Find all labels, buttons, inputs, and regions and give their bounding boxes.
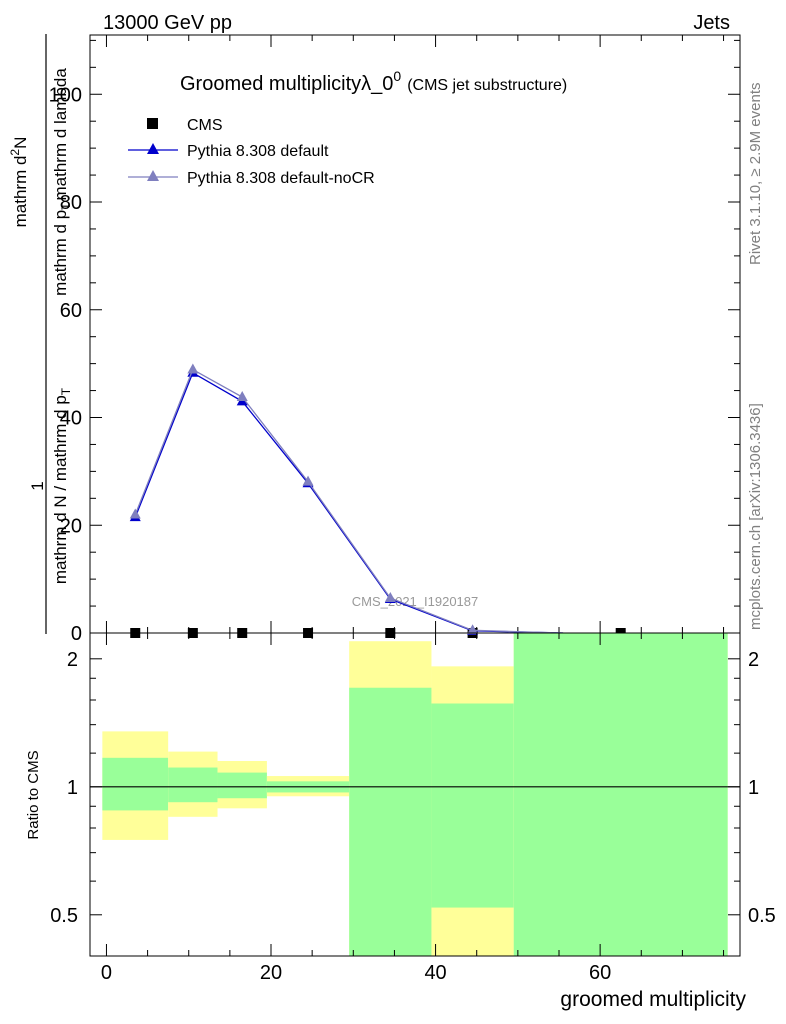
series-marker-2: [129, 508, 141, 519]
plot-title: Groomed multiplicityλ_00 (CMS jet substru…: [180, 68, 567, 95]
legend-nocr-marker: [147, 170, 159, 181]
y-label-denominator: mathrm d N / mathrm d pT: [51, 387, 73, 584]
legend-default-label: Pythia 8.308 default: [187, 143, 329, 160]
main-y-axis: 0 20 40 60 80 100: [49, 39, 740, 645]
series-marker-2: [302, 475, 314, 486]
legend-cms-label: CMS: [187, 117, 223, 134]
series-line-2: [134, 368, 564, 634]
ratio-y-tick-label: 2: [67, 649, 78, 671]
ratio-band-inner: [349, 687, 432, 956]
watermark: CMS_2021_I1920187: [352, 594, 479, 609]
ratio-frame: [89, 632, 741, 957]
ratio-y-label: Ratio to CMS: [25, 750, 42, 839]
y-label-frac-num: 1: [28, 481, 47, 490]
ratio-bands: [102, 633, 728, 956]
plot-title-suffix: (CMS jet substructure): [407, 77, 567, 94]
ratio-plot: 0.5 0.5 1 1 2 2 0 20 40 60 Ratio to CMS groomed …: [25, 632, 776, 1011]
ratio-x-tick-label: 20: [260, 962, 282, 984]
ratio-y-tick-label-right: 0.5: [748, 905, 776, 927]
main-y-tick-label: 80: [60, 192, 82, 214]
main-y-tick-label: 60: [60, 300, 82, 322]
ratio-x-tick-label: 40: [424, 962, 446, 984]
ratio-x-tick-label: 0: [101, 962, 112, 984]
plot-title-sup: 0: [393, 68, 401, 84]
header-left: 13000 GeV pp: [103, 12, 232, 34]
ratio-x-tick-label: 60: [589, 962, 611, 984]
ratio-y-tick-label-right: 1: [748, 777, 759, 799]
series-marker-2: [467, 624, 479, 635]
main-y-label: 1 mathrm d N / mathrm d pT mathrm d2N ma…: [8, 34, 73, 634]
series-line-1: [134, 371, 564, 634]
legend-default-marker: [147, 143, 159, 154]
ratio-band-inner: [217, 772, 267, 799]
main-plot: 0 20 40 60 80 100 CMS_2021_I1920187 Groomed m…: [8, 34, 741, 645]
header-right: Jets: [693, 12, 730, 34]
series-marker-2: [187, 363, 199, 374]
rivet-label: Rivet 3.1.10, ≥ 2.9M events: [747, 83, 764, 266]
main-y-tick-label: 0: [71, 623, 82, 645]
x-axis-label: groomed multiplicity: [560, 988, 746, 1011]
series-marker-2: [384, 591, 396, 602]
ratio-band-inner: [431, 703, 514, 908]
legend-cms-marker: [147, 118, 158, 129]
y-label-bottom: mathrm d pTmathrm d lambda: [51, 68, 73, 296]
mcplots-label: mcplots.cern.ch [arXiv:1306.3436]: [747, 403, 764, 630]
legend-nocr-label: Pythia 8.308 default-noCR: [187, 170, 375, 187]
ratio-y-tick-label: 1: [67, 777, 78, 799]
ratio-band-inner: [168, 767, 218, 803]
main-y-tick-label: 20: [60, 515, 82, 537]
main-y-tick-label: 40: [60, 408, 82, 430]
ratio-x-axis: 0 20 40 60: [101, 633, 725, 984]
ratio-y-tick-label: 0.5: [50, 905, 78, 927]
y-label-top: mathrm d2N: [8, 137, 30, 228]
ratio-y-tick-label-right: 2: [748, 649, 759, 671]
legend: CMS Pythia 8.308 default Pythia 8.308 de…: [128, 117, 375, 187]
plot-title-main: Groomed multiplicityλ_0: [180, 73, 393, 95]
ratio-band-inner: [102, 757, 169, 811]
ratio-band-inner: [513, 633, 728, 956]
series-marker-2: [236, 391, 248, 402]
main-y-tick-label: 100: [49, 84, 82, 106]
ratio-y-axis: 0.5 0.5 1 1 2 2: [50, 649, 776, 927]
